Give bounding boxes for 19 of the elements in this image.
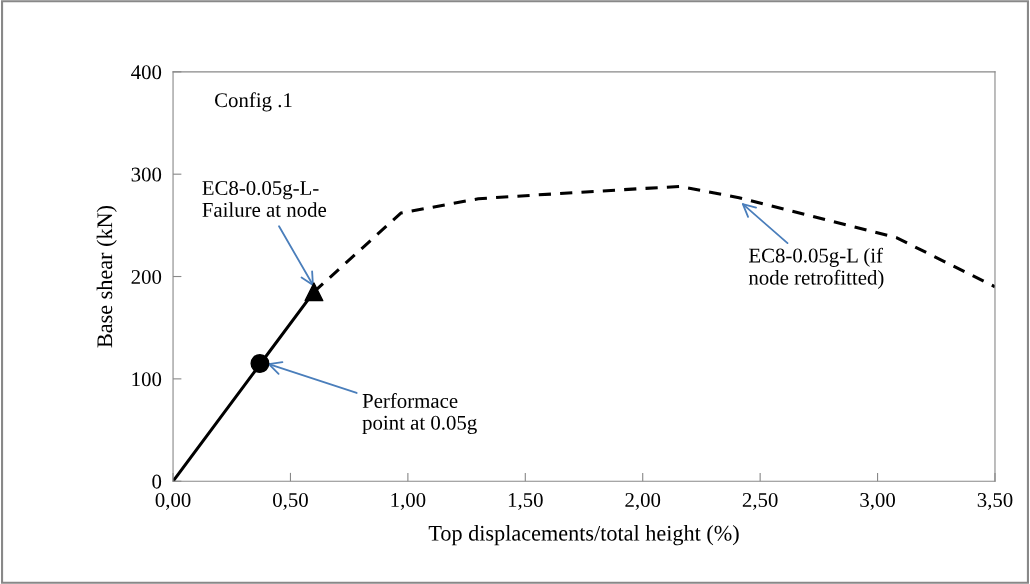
x-tick-label: 0,00 — [155, 492, 191, 510]
x-tick-label: 3,00 — [860, 492, 895, 510]
y-tick-label: 200 — [131, 269, 162, 284]
y-tick-label: 400 — [131, 65, 162, 80]
x-tick-label: 0,50 — [273, 492, 308, 510]
x-tick-label: 2,50 — [742, 492, 778, 510]
x-tick-label: 2,00 — [625, 492, 661, 510]
annotation: Config .1 — [214, 92, 292, 112]
annotation: EC8-0.05g-L- Failure at node — [202, 180, 327, 217]
y-axis-title: Base shear (kN) — [96, 205, 117, 348]
y-tick-label: 100 — [132, 372, 162, 387]
x-tick-label: 3,50 — [977, 492, 1013, 510]
x-tick-label: 1,50 — [508, 492, 543, 510]
annotation: EC8-0.05g-L (if node retrofitted) — [748, 247, 884, 289]
x-axis-title: Top displacements/total height (%) — [428, 525, 739, 546]
y-tick-label: 300 — [131, 167, 162, 182]
x-tick-label: 1,00 — [391, 492, 426, 510]
y-tick-label: 0 — [152, 474, 162, 489]
annotation: Performace point at 0.05g — [362, 393, 477, 435]
